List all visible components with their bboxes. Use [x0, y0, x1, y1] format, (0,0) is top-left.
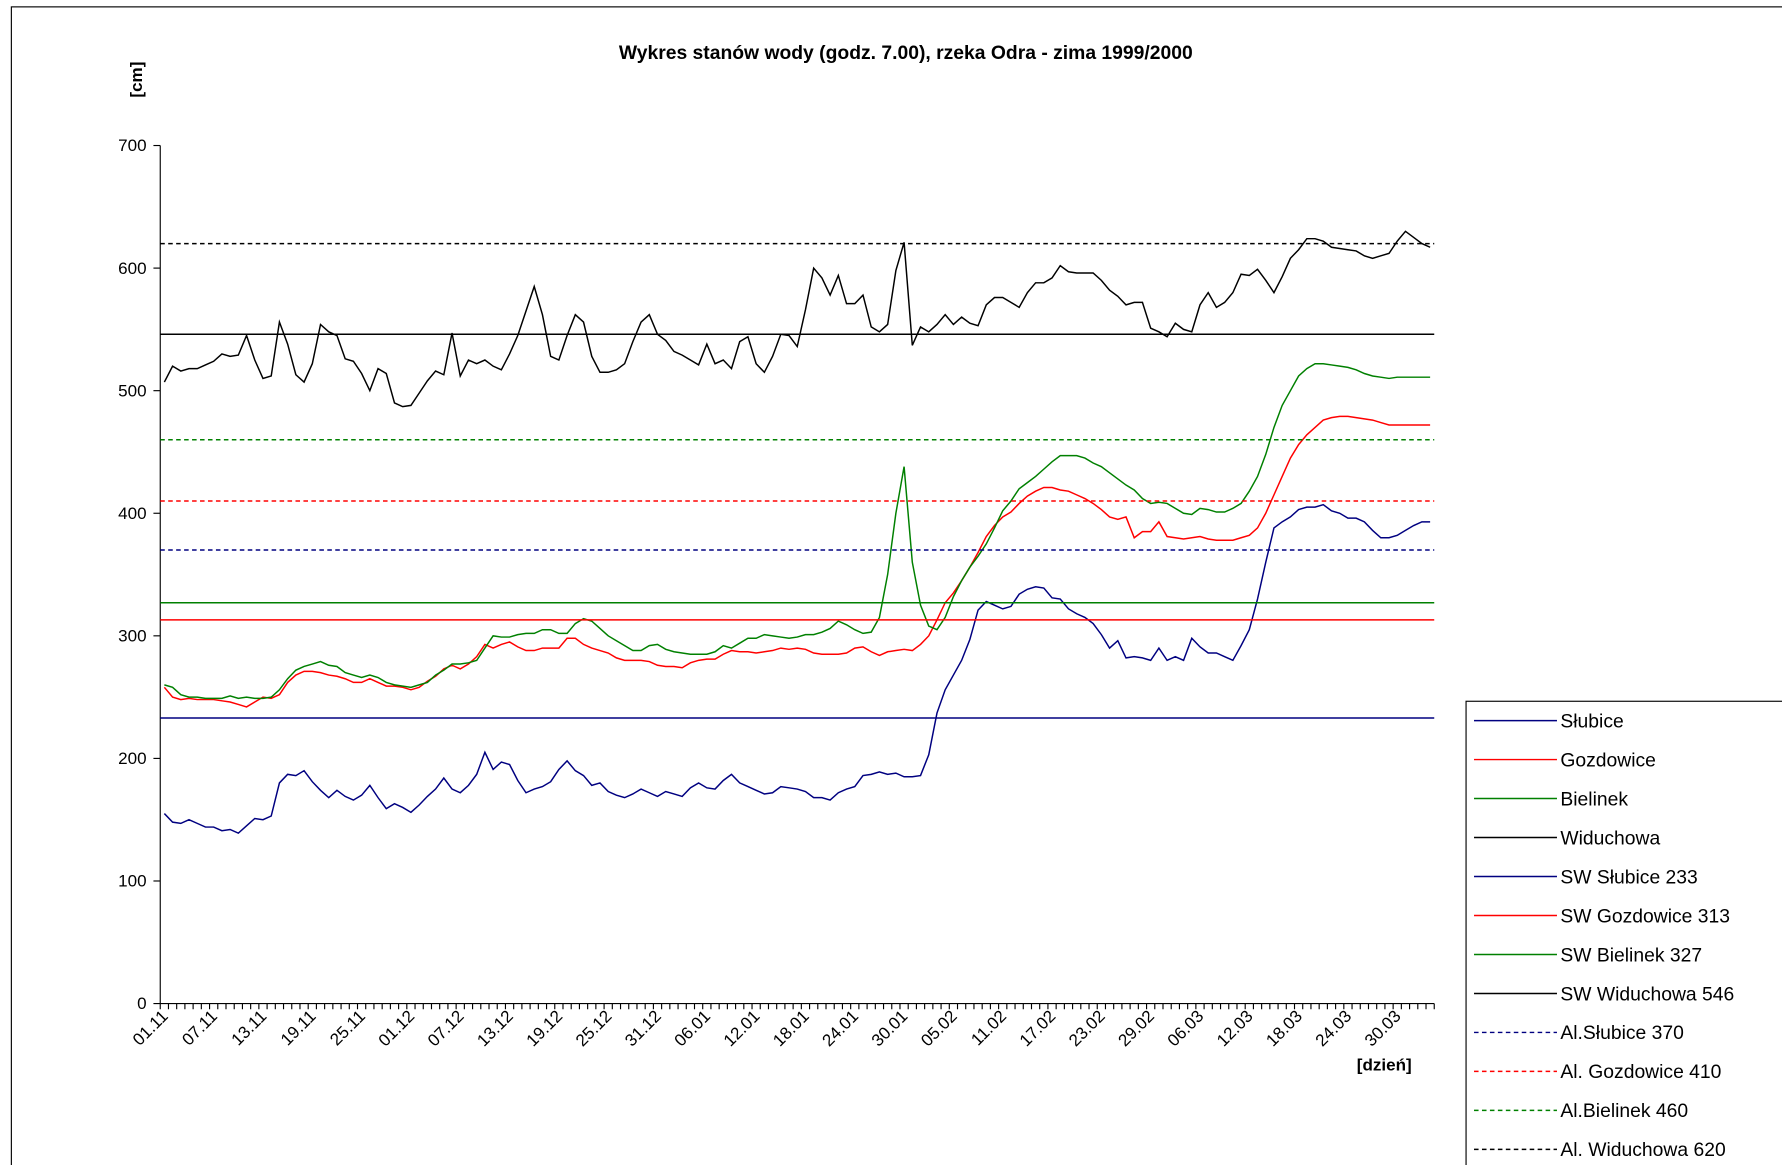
- legend-label: SW Gozdowice 313: [1560, 906, 1730, 927]
- legend-box: [1465, 700, 1782, 1165]
- x-axis-label: [dzień]: [1357, 1056, 1412, 1075]
- legend-label: Al. Widuchowa 620: [1560, 1140, 1725, 1161]
- legend-label: SW Widuchowa 546: [1560, 984, 1734, 1005]
- legend-label: Al.Słubice 370: [1560, 1023, 1683, 1044]
- y-tick-label: 200: [118, 749, 146, 768]
- series-line: [164, 362, 1431, 700]
- chart-title: Wykres stanów wody (godz. 7.00), rzeka O…: [619, 43, 1193, 64]
- legend-label: Al.Bielinek 460: [1560, 1101, 1688, 1122]
- legend-label: Bielinek: [1560, 789, 1628, 810]
- legend-label: Słubice: [1560, 711, 1623, 732]
- legend-label: Al. Gozdowice 410: [1560, 1062, 1721, 1083]
- series-line: [163, 230, 1431, 408]
- legend-label: SW Słubice 233: [1560, 867, 1697, 888]
- y-tick-label: 400: [118, 504, 146, 523]
- series-line: [163, 503, 1431, 835]
- series-line: [163, 415, 1431, 708]
- y-tick-label: 600: [118, 259, 146, 278]
- legend-label: SW Bielinek 327: [1560, 945, 1702, 966]
- y-tick-label: 100: [118, 872, 146, 891]
- y-tick-label: 500: [118, 381, 146, 400]
- y-tick-label: 300: [118, 627, 146, 646]
- legend-label: Widuchowa: [1560, 828, 1660, 849]
- y-axis-label: [cm]: [127, 62, 146, 98]
- legend-label: Gozdowice: [1560, 750, 1656, 771]
- y-tick-label: 700: [118, 136, 146, 155]
- y-tick-label: 0: [137, 994, 146, 1013]
